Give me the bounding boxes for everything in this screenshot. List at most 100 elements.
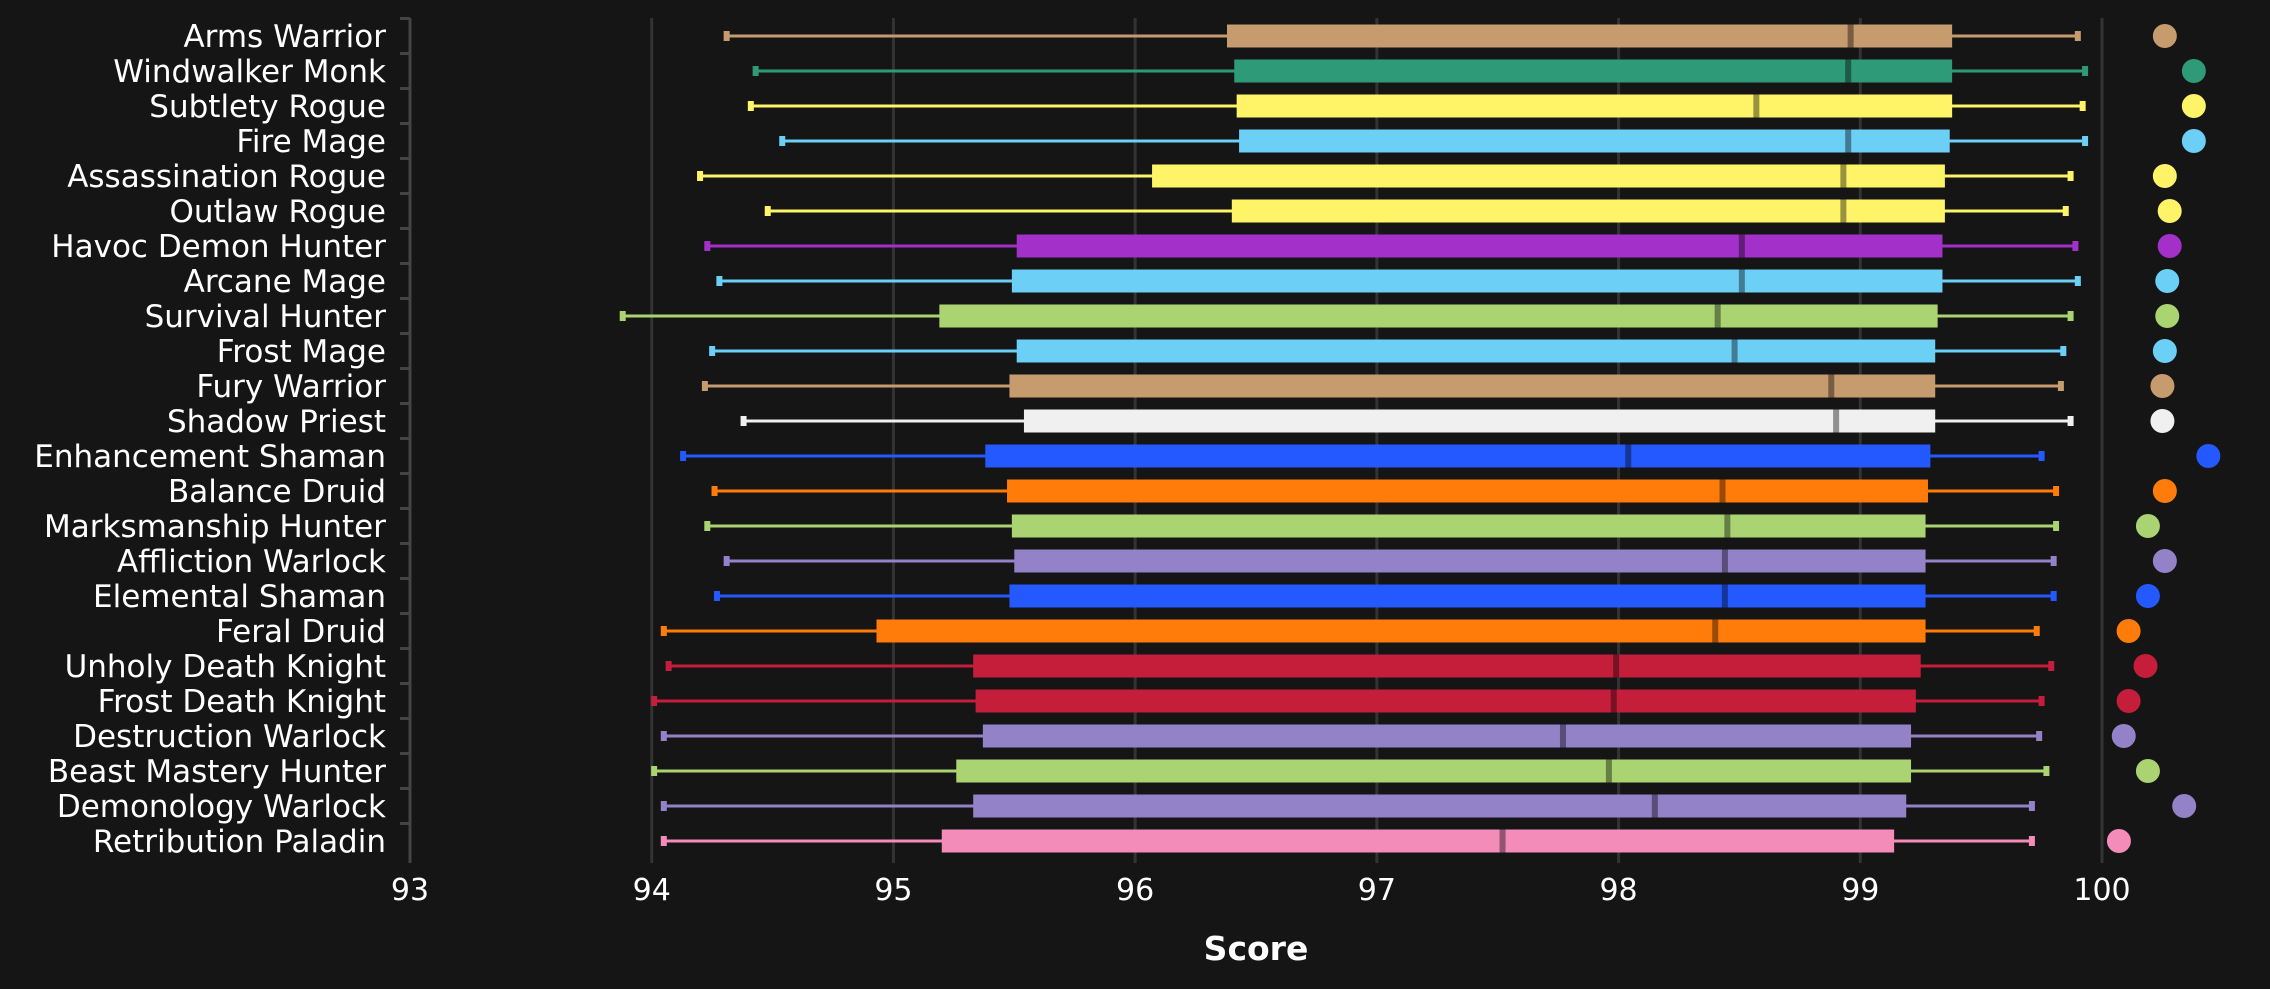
gridlines	[650, 18, 2104, 863]
series-row: Frost Death Knight	[98, 684, 2141, 720]
whisker-max-cap	[2072, 241, 2079, 251]
whisker-min-cap	[716, 276, 723, 286]
median-marker	[1840, 199, 1847, 223]
whisker-max-cap	[2028, 801, 2035, 811]
series-row: Destruction Warlock	[73, 719, 2136, 755]
iqr-box	[1152, 164, 1945, 188]
median-marker	[1605, 759, 1612, 783]
median-marker	[1845, 59, 1852, 83]
iqr-box	[1016, 234, 1943, 258]
whisker-max-cap	[2028, 836, 2035, 846]
median-marker	[1833, 409, 1840, 433]
whisker-min-cap	[651, 696, 658, 706]
series-row: Unholy Death Knight	[65, 649, 2158, 685]
median-marker	[1625, 444, 1632, 468]
whisker-min-cap	[709, 346, 716, 356]
whisker-min-cap	[713, 591, 720, 601]
iqr-box	[1009, 374, 1936, 398]
iqr-box	[1234, 59, 1953, 83]
top-score-dot	[2135, 759, 2160, 783]
whisker-max-cap	[2053, 521, 2060, 531]
top-score-dot	[2152, 24, 2177, 48]
median-marker	[1731, 339, 1738, 363]
series-row: Enhancement Shaman	[34, 439, 2221, 475]
y-tick-label: Shadow Priest	[167, 404, 386, 440]
top-score-dot	[2116, 619, 2141, 643]
top-score-dot	[2150, 409, 2175, 433]
median-marker	[1499, 829, 1506, 853]
whisker-max-cap	[2036, 731, 2043, 741]
median-marker	[1721, 549, 1728, 573]
iqr-box	[973, 794, 1907, 818]
whisker-min-cap	[723, 556, 730, 566]
y-tick-label: Retribution Paladin	[93, 824, 386, 860]
y-tick-label: Outlaw Rogue	[169, 194, 386, 230]
series-row: Affliction Warlock	[117, 544, 2177, 580]
series-row: Marksmanship Hunter	[44, 509, 2160, 545]
whisker-max-cap	[2067, 311, 2074, 321]
whisker-min-cap	[697, 171, 704, 181]
iqr-box	[1226, 24, 1953, 48]
median-marker	[1828, 374, 1835, 398]
median-marker	[1721, 584, 1728, 608]
y-tick-label: Beast Mastery Hunter	[48, 754, 386, 790]
top-score-dot	[2133, 654, 2158, 678]
series-row: Outlaw Rogue	[169, 194, 2182, 230]
top-score-dot	[2157, 199, 2182, 223]
iqr-box	[1231, 199, 1945, 223]
y-tick-label: Windwalker Monk	[113, 54, 386, 90]
median-marker	[1847, 24, 1854, 48]
iqr-box	[1236, 94, 1953, 118]
x-tick-label: 99	[1841, 873, 1879, 908]
median-marker	[1738, 269, 1745, 293]
y-tick-label: Unholy Death Knight	[65, 649, 386, 685]
iqr-box	[941, 829, 1895, 853]
top-score-dot	[2152, 164, 2177, 188]
whisker-min-cap	[764, 206, 771, 216]
iqr-box	[1011, 514, 1926, 538]
median-marker	[1840, 164, 1847, 188]
median-marker	[1753, 94, 1760, 118]
x-tick-label: 96	[1116, 873, 1154, 908]
y-tick-label: Fury Warrior	[196, 369, 386, 405]
whisker-max-cap	[2062, 206, 2069, 216]
whisker-min-cap	[619, 311, 626, 321]
y-tick-label: Balance Druid	[168, 474, 386, 510]
top-score-dot	[2181, 94, 2206, 118]
x-tick-label: 97	[1358, 873, 1396, 908]
series-row: Havoc Demon Hunter	[51, 229, 2182, 265]
x-tick-label: 98	[1599, 873, 1637, 908]
whisker-min-cap	[747, 101, 754, 111]
y-axis	[400, 17, 412, 863]
iqr-box	[1007, 479, 1928, 503]
y-tick-label: Feral Druid	[216, 614, 386, 650]
y-tick-label: Fire Mage	[236, 124, 386, 160]
whisker-max-cap	[2067, 171, 2074, 181]
y-tick-label: Arms Warrior	[183, 19, 386, 55]
y-tick-label: Arcane Mage	[184, 264, 386, 300]
top-score-dot	[2152, 549, 2177, 573]
series-row: Windwalker Monk	[113, 54, 2206, 90]
y-tick-label: Destruction Warlock	[73, 719, 386, 755]
whisker-max-cap	[2038, 696, 2045, 706]
series-row: Arms Warrior	[183, 19, 2177, 55]
whisker-min-cap	[660, 836, 667, 846]
iqr-box	[1016, 339, 1936, 363]
iqr-box	[975, 689, 1916, 713]
series-row: Retribution Paladin	[93, 824, 2131, 860]
top-score-dot	[2152, 339, 2177, 363]
whisker-max-cap	[2067, 416, 2074, 426]
median-marker	[1559, 724, 1566, 748]
whisker-min-cap	[711, 486, 718, 496]
series-row: Demonology Warlock	[57, 789, 2197, 825]
whisker-min-cap	[752, 66, 759, 76]
top-score-dot	[2181, 59, 2206, 83]
whisker-min-cap	[779, 136, 786, 146]
median-marker	[1712, 619, 1719, 643]
x-tick-label: 93	[391, 873, 429, 908]
whisker-min-cap	[665, 661, 672, 671]
series-row: Survival Hunter	[145, 299, 2180, 335]
whisker-max-cap	[2053, 486, 2060, 496]
whisker-min-cap	[680, 451, 687, 461]
